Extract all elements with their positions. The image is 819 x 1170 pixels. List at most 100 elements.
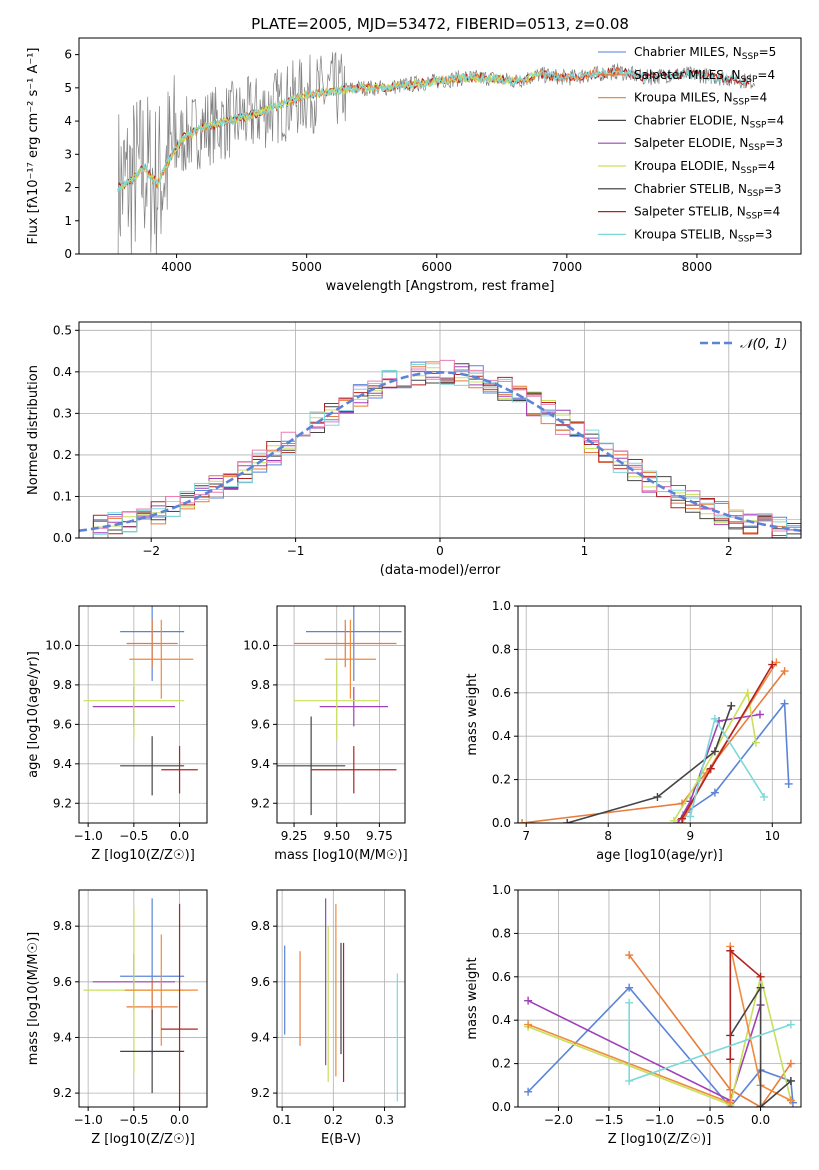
weight-marker [625, 951, 634, 960]
y-tick-label: 0.6 [492, 970, 511, 984]
weight-series-line [685, 701, 790, 813]
errorbar-point [294, 661, 380, 741]
x-tick-label: 9.25 [281, 829, 308, 843]
y-tick-label: 9.8 [53, 678, 72, 692]
errorbar-point [120, 736, 185, 796]
y-tick-label: 0.2 [492, 773, 511, 787]
y-tick-label: 0.5 [53, 323, 72, 337]
age_vs_Z-panel: −1.0 −0.5 0.0 9.2 9.4 9.6 9.8 10.0 Z [log10(Z/Z☉… [26, 605, 208, 863]
x-tick-label: 4000 [161, 260, 192, 274]
weight-marker [625, 1076, 634, 1085]
weight-marker [710, 714, 719, 723]
mass_vs_Z-ylabel: mass [log10(M/M☉)] [26, 932, 41, 1065]
y-tick-label: 0.4 [492, 729, 511, 743]
y-tick-label: 2 [64, 181, 72, 195]
x-tick-label: 0 [436, 544, 444, 558]
weight-marker [625, 998, 634, 1007]
weight-marker [673, 819, 682, 823]
x-tick-label: 6000 [421, 260, 452, 274]
age_vs_Z-plot-area [83, 606, 198, 796]
errorbar-point [161, 903, 198, 1107]
weight-marker [625, 983, 634, 992]
weight-marker [653, 792, 662, 801]
normal-curve [79, 370, 801, 532]
x-tick-label: 0.0 [751, 1113, 770, 1127]
legend-entry: Kroupa MILES, NSSP=4 [634, 91, 767, 108]
y-tick-label: 0.4 [53, 365, 72, 379]
x-tick-label: −0.5 [695, 1113, 724, 1127]
y-tick-label: 0.3 [53, 406, 72, 420]
normal-legend-label: 𝒩(0, 1) [740, 337, 787, 352]
y-tick-label: 10.0 [243, 638, 270, 652]
mass_vs_Z-frame [78, 889, 208, 1108]
x-tick-label: 2 [725, 544, 733, 558]
y-tick-label: 0.2 [53, 448, 72, 462]
mass_vs_Z-plot-area [83, 898, 198, 1107]
y-tick-label: 0.4 [492, 1013, 511, 1027]
legend-entry: Kroupa ELODIE, NSSP=4 [634, 159, 775, 176]
weight-marker [727, 701, 736, 710]
weight-marker [768, 660, 777, 669]
spectrum-model-line [117, 66, 750, 192]
x-tick-label: 0.2 [324, 1113, 343, 1127]
y-tick-label: 4 [64, 114, 72, 128]
y-tick-label: 1.0 [492, 883, 511, 897]
spectrum-panel: 4000 5000 6000 7000 8000 0 1 2 3 4 5 6 wavelength [A… [26, 37, 802, 294]
massweight_vs_Z-ylabel: mass weight [465, 957, 480, 1039]
weight-marker [686, 812, 695, 821]
y-tick-label: 9.2 [53, 1086, 72, 1100]
figure-title: PLATE=2005, MJD=53472, FIBERID=0513, z=0… [251, 15, 629, 33]
residuals-xlabel: (data-model)/error [380, 563, 501, 578]
errorbar-point [319, 686, 388, 727]
mass_vs_ebv-frame [276, 889, 406, 1108]
weight-series-line [673, 690, 757, 822]
weight-marker [710, 788, 719, 797]
age_vs_Z-xlabel: Z [log10(Z/Z☉)] [91, 848, 195, 863]
errorbar-point [124, 934, 198, 1046]
weight-marker [524, 1087, 533, 1096]
age_vs_mass-xlabel: mass [log10(M/M☉)] [274, 848, 407, 863]
legend-entry: Chabrier MILES, NSSP=5 [634, 45, 776, 62]
weight-marker [524, 996, 533, 1005]
y-tick-label: 5 [64, 81, 72, 95]
x-tick-label: −0.5 [119, 1113, 148, 1127]
y-tick-label: 0.0 [492, 816, 511, 830]
x-tick-label: −2 [142, 544, 160, 558]
x-tick-label: −1.0 [74, 829, 103, 843]
x-tick-label: −1 [287, 544, 305, 558]
massweight_vs_age-frame [517, 605, 802, 824]
x-tick-label: 1 [581, 544, 589, 558]
y-tick-label: 0.8 [492, 642, 511, 656]
weight-marker [726, 946, 735, 955]
weight-marker [756, 1103, 765, 1107]
y-tick-label: 0.0 [53, 531, 72, 545]
errorbar-point [311, 746, 397, 794]
weight-marker [784, 779, 793, 788]
weight-marker [518, 819, 527, 823]
age_vs_Z-ylabel: age [log10(age/yr)] [26, 651, 41, 778]
weight-marker [780, 699, 789, 708]
y-tick-label: 9.6 [251, 717, 270, 731]
weight-marker [524, 1020, 533, 1029]
panels: 4000 5000 6000 7000 8000 0 1 2 3 4 5 6 wavelength [A… [26, 37, 802, 1147]
y-tick-label: 9.8 [53, 919, 72, 933]
residual-histogram [92, 359, 801, 538]
x-tick-label: 9.50 [323, 829, 350, 843]
y-tick-label: 6 [64, 48, 72, 62]
weight-marker [786, 1076, 795, 1085]
spectrum-frame [78, 37, 802, 255]
x-tick-label: 8000 [682, 260, 713, 274]
x-tick-label: −1.0 [74, 1113, 103, 1127]
y-tick-label: 0.2 [492, 1057, 511, 1071]
spectrum-ylabel: Flux [fλ10⁻¹⁷ erg cm⁻² s⁻¹ A⁻¹] [26, 48, 41, 245]
weight-marker [780, 667, 789, 676]
y-tick-label: 10.0 [45, 638, 72, 652]
legend-entry: Chabrier ELODIE, NSSP=4 [634, 113, 784, 130]
weight-marker [726, 1055, 735, 1064]
weight-marker [678, 814, 687, 823]
y-tick-label: 3 [64, 147, 72, 161]
x-tick-label: 0.0 [170, 1113, 189, 1127]
age_vs_mass-plot-area [277, 606, 402, 816]
age_vs_Z-frame [78, 605, 208, 824]
